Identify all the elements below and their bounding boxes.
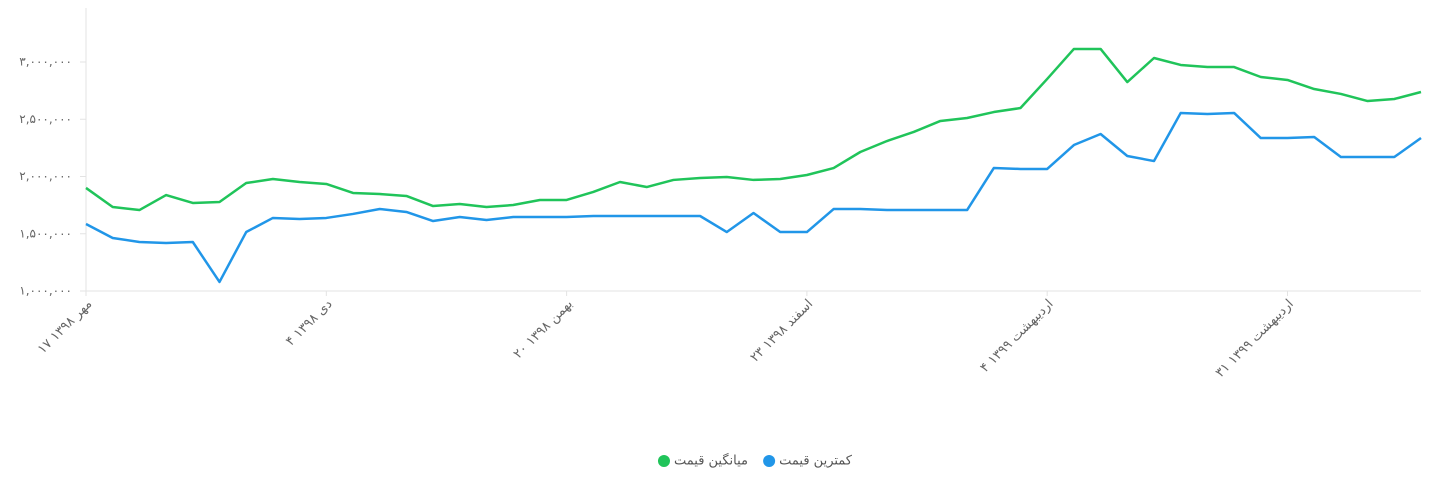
legend-dot xyxy=(763,455,776,467)
y-tick-label: ۳,۰۰۰,۰۰۰ xyxy=(19,55,72,69)
x-tick-label: ۲۰ بهمن ۱۳۹۸ xyxy=(511,297,576,362)
legend-dot xyxy=(657,455,670,467)
line-series xyxy=(85,111,1422,284)
x-tick-label: ۴ اردیبهشت ۱۳۹۹ xyxy=(977,297,1056,376)
legend-label: کمترین قیمت xyxy=(779,454,853,469)
y-tick-label: ۲,۵۰۰,۰۰۰ xyxy=(19,112,72,126)
x-tick-label: ۴ دی ۱۳۹۸ xyxy=(283,297,336,350)
y-tick-label: ۱,۰۰۰,۰۰۰ xyxy=(19,284,72,298)
x-tick-label: ۲۳ اسفند ۱۳۹۸ xyxy=(748,297,817,366)
x-tick-label: ۱۷ مهر ۱۳۹۸ xyxy=(35,297,95,357)
line-series xyxy=(85,47,1422,212)
y-tick-label: ۱,۵۰۰,۰۰۰ xyxy=(19,226,72,240)
y-tick-label: ۲,۰۰۰,۰۰۰ xyxy=(19,169,72,183)
x-tick-label: ۳۱ اردیبهشت ۱۳۹۹ xyxy=(1213,297,1297,381)
legend-label: میانگین قیمت xyxy=(674,453,748,469)
